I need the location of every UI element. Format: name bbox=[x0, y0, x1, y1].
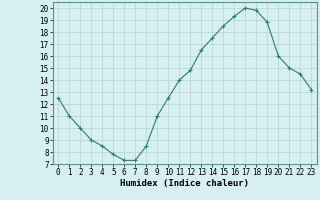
X-axis label: Humidex (Indice chaleur): Humidex (Indice chaleur) bbox=[120, 179, 249, 188]
